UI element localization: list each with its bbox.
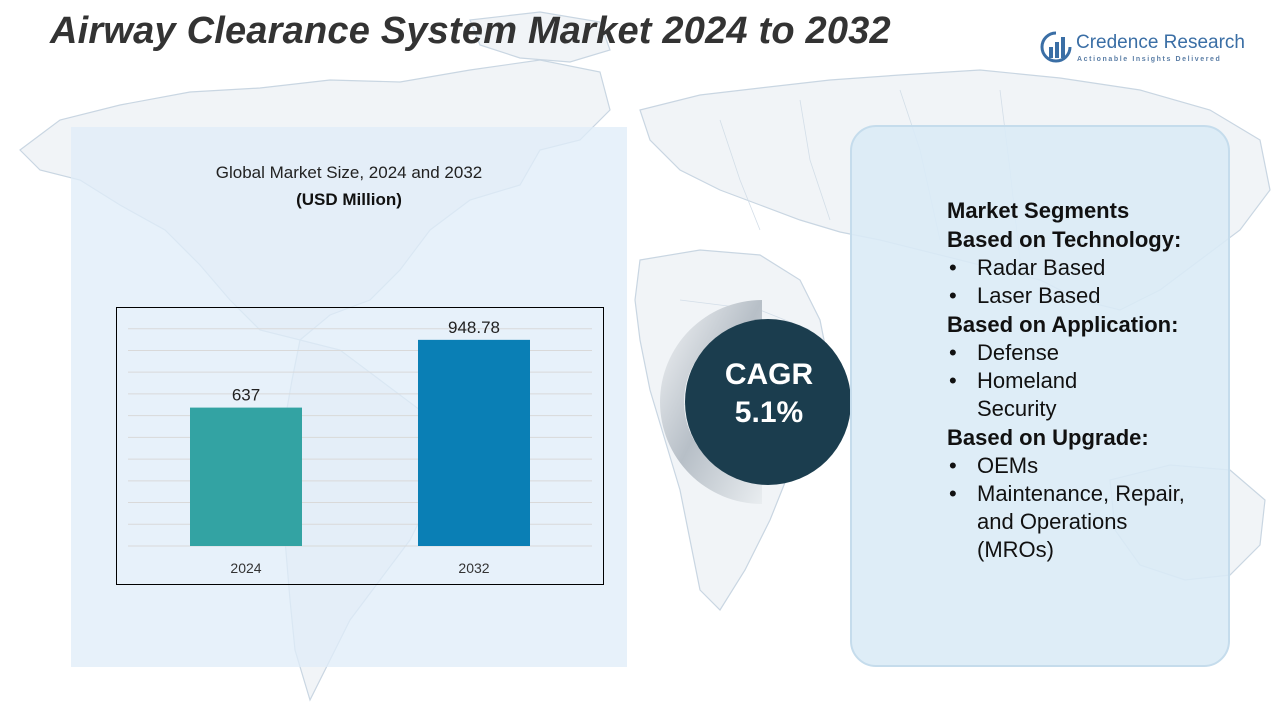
market-size-bar-chart: 637 2024 948.78 2032 <box>116 307 604 585</box>
segment-group-title: Based on Upgrade: <box>947 425 1149 450</box>
brand-logo: Credence Research Actionable Insights De… <box>1040 30 1260 70</box>
data-label-2024: 637 <box>232 386 260 405</box>
cagr-badge <box>652 292 872 512</box>
bar-2024 <box>190 407 302 546</box>
chart-frame <box>116 307 604 585</box>
data-label-2032: 948.78 <box>448 318 500 337</box>
cagr-ring <box>660 300 851 504</box>
cagr-value: 5.1% <box>734 396 804 429</box>
segment-item: • Defense <box>949 340 1059 365</box>
segment-group-title: Based on Application: <box>947 312 1179 337</box>
segment-item: • Radar Based <box>949 255 1106 280</box>
segment-item: • OEMs <box>949 453 1039 478</box>
segments-heading: Market Segments <box>947 198 1130 223</box>
bars: 637 2024 948.78 2032 <box>190 318 530 576</box>
chart-unit: (USD Million) <box>296 190 402 209</box>
x-tick-label-2032: 2032 <box>458 560 489 576</box>
brand-name: Credence Research <box>1076 32 1245 53</box>
market-size-panel: Global Market Size, 2024 and 2032 (USD M… <box>71 127 627 667</box>
segment-item: • Homeland Security <box>949 368 1078 421</box>
cagr-circle <box>685 319 851 485</box>
segment-group-title: Based on Technology: <box>947 227 1182 252</box>
segments-list: Market Segments Based on Technology: • Ra… <box>947 196 1247 564</box>
x-tick-label-2024: 2024 <box>230 560 261 576</box>
segment-item: • Maintenance, Repair, and Operations (MR… <box>949 481 1185 562</box>
cagr-label: CAGR <box>724 358 814 391</box>
bar-2032 <box>418 339 530 546</box>
brand-tagline: Actionable Insights Delivered <box>1077 56 1222 63</box>
bar-chart-circle-icon <box>1040 31 1072 63</box>
page-title: Airway Clearance System Market 2024 to 2… <box>50 10 891 52</box>
segment-item: • Laser Based <box>949 283 1101 308</box>
cagr-text: CAGR 5.1% <box>686 356 852 432</box>
chart-title: Global Market Size, 2024 and 2032 <box>215 163 483 182</box>
segments-panel <box>850 125 1230 667</box>
